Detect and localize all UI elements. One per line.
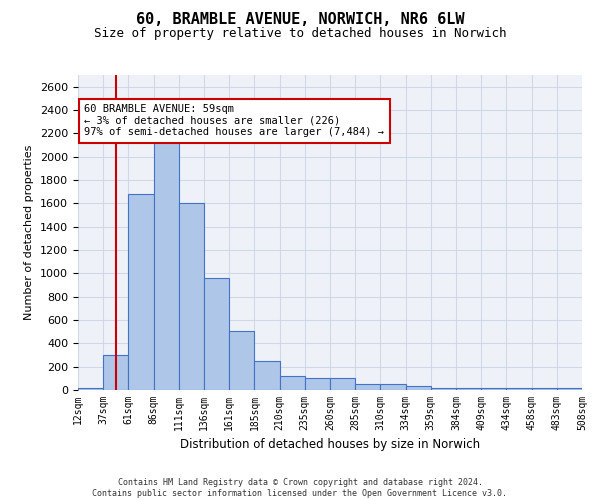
Bar xyxy=(456,388,481,390)
Bar xyxy=(154,139,179,390)
Bar xyxy=(532,388,557,390)
Bar xyxy=(280,376,305,390)
Bar xyxy=(431,388,456,390)
Bar xyxy=(254,361,280,390)
Text: Size of property relative to detached houses in Norwich: Size of property relative to detached ho… xyxy=(94,28,506,40)
Bar xyxy=(557,388,582,390)
Bar xyxy=(330,378,355,390)
Text: 60, BRAMBLE AVENUE, NORWICH, NR6 6LW: 60, BRAMBLE AVENUE, NORWICH, NR6 6LW xyxy=(136,12,464,28)
Bar xyxy=(305,378,330,390)
Bar xyxy=(128,194,154,390)
Bar xyxy=(229,331,254,390)
Bar xyxy=(179,204,204,390)
Bar xyxy=(481,388,506,390)
Bar xyxy=(380,384,406,390)
Y-axis label: Number of detached properties: Number of detached properties xyxy=(25,145,34,320)
Bar xyxy=(355,384,380,390)
Text: Contains HM Land Registry data © Crown copyright and database right 2024.
Contai: Contains HM Land Registry data © Crown c… xyxy=(92,478,508,498)
Bar xyxy=(204,278,229,390)
Bar xyxy=(506,388,532,390)
X-axis label: Distribution of detached houses by size in Norwich: Distribution of detached houses by size … xyxy=(180,438,480,452)
Bar xyxy=(406,386,431,390)
Bar xyxy=(78,388,103,390)
Text: 60 BRAMBLE AVENUE: 59sqm
← 3% of detached houses are smaller (226)
97% of semi-d: 60 BRAMBLE AVENUE: 59sqm ← 3% of detache… xyxy=(84,104,385,138)
Bar xyxy=(103,355,128,390)
